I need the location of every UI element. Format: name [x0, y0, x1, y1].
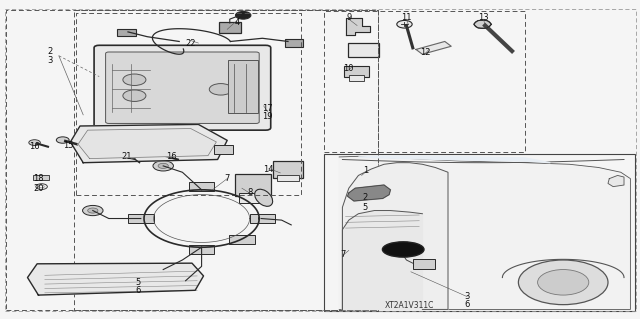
FancyBboxPatch shape [273, 161, 303, 178]
Text: 8: 8 [247, 189, 252, 197]
Circle shape [518, 260, 608, 305]
FancyBboxPatch shape [219, 22, 241, 33]
Circle shape [175, 276, 196, 286]
Text: 4: 4 [234, 18, 239, 27]
Text: 18: 18 [33, 174, 44, 183]
Circle shape [153, 161, 173, 171]
Circle shape [88, 208, 98, 213]
FancyBboxPatch shape [117, 29, 136, 36]
FancyBboxPatch shape [250, 214, 275, 223]
Polygon shape [342, 211, 422, 309]
FancyBboxPatch shape [189, 182, 214, 191]
FancyBboxPatch shape [106, 52, 259, 123]
Circle shape [56, 137, 69, 143]
Circle shape [39, 185, 44, 188]
Text: XT2A1V311C: XT2A1V311C [385, 301, 435, 310]
Text: 15: 15 [63, 141, 74, 150]
Ellipse shape [255, 189, 273, 206]
Text: 7: 7 [340, 250, 346, 259]
Circle shape [153, 264, 173, 275]
Circle shape [123, 90, 146, 101]
Polygon shape [358, 156, 550, 163]
FancyBboxPatch shape [239, 193, 266, 203]
Circle shape [538, 270, 589, 295]
Text: 17: 17 [262, 104, 273, 113]
Text: 12: 12 [420, 48, 431, 57]
Text: 14: 14 [264, 165, 274, 174]
Circle shape [158, 152, 170, 158]
Ellipse shape [383, 242, 424, 257]
FancyBboxPatch shape [413, 259, 435, 269]
Polygon shape [416, 41, 451, 54]
FancyBboxPatch shape [128, 214, 154, 223]
FancyBboxPatch shape [348, 43, 379, 57]
Circle shape [180, 278, 191, 283]
FancyBboxPatch shape [277, 175, 299, 181]
Circle shape [397, 20, 412, 28]
FancyBboxPatch shape [228, 60, 258, 113]
FancyBboxPatch shape [344, 66, 369, 77]
Text: 13: 13 [478, 13, 488, 22]
Circle shape [209, 84, 232, 95]
Circle shape [36, 184, 47, 189]
Text: 21: 21 [122, 152, 132, 161]
Text: 2: 2 [362, 193, 367, 202]
FancyBboxPatch shape [235, 174, 271, 196]
Polygon shape [346, 18, 370, 35]
Text: 20: 20 [33, 184, 44, 193]
Circle shape [158, 163, 168, 168]
Text: 22: 22 [186, 39, 196, 48]
Text: 5: 5 [362, 204, 367, 212]
Polygon shape [342, 163, 448, 309]
FancyBboxPatch shape [189, 245, 214, 254]
Circle shape [123, 74, 146, 85]
Text: 7: 7 [225, 174, 230, 183]
FancyBboxPatch shape [214, 145, 233, 154]
Polygon shape [348, 185, 390, 201]
Text: 10: 10 [344, 64, 354, 73]
Text: 3: 3 [47, 56, 52, 65]
Circle shape [83, 205, 103, 216]
Text: 6: 6 [135, 286, 140, 295]
Polygon shape [608, 175, 624, 187]
Text: 16: 16 [29, 142, 39, 151]
Text: 16: 16 [166, 152, 177, 161]
FancyBboxPatch shape [94, 45, 271, 130]
Circle shape [236, 11, 251, 19]
Text: 19: 19 [262, 112, 273, 121]
Polygon shape [70, 124, 227, 163]
Polygon shape [78, 129, 216, 159]
FancyBboxPatch shape [33, 175, 49, 180]
Text: 11: 11 [401, 13, 412, 22]
Text: 6: 6 [465, 300, 470, 308]
FancyBboxPatch shape [285, 39, 303, 47]
FancyBboxPatch shape [229, 235, 255, 244]
Polygon shape [28, 263, 204, 295]
Text: 2: 2 [47, 47, 52, 56]
Text: 9: 9 [346, 13, 351, 22]
Polygon shape [339, 156, 630, 309]
Text: 5: 5 [135, 278, 140, 287]
Circle shape [113, 152, 125, 158]
Circle shape [474, 20, 491, 28]
FancyBboxPatch shape [349, 75, 364, 81]
Text: 3: 3 [465, 292, 470, 300]
Circle shape [158, 267, 168, 272]
Text: 1: 1 [364, 166, 369, 175]
Circle shape [29, 140, 40, 145]
